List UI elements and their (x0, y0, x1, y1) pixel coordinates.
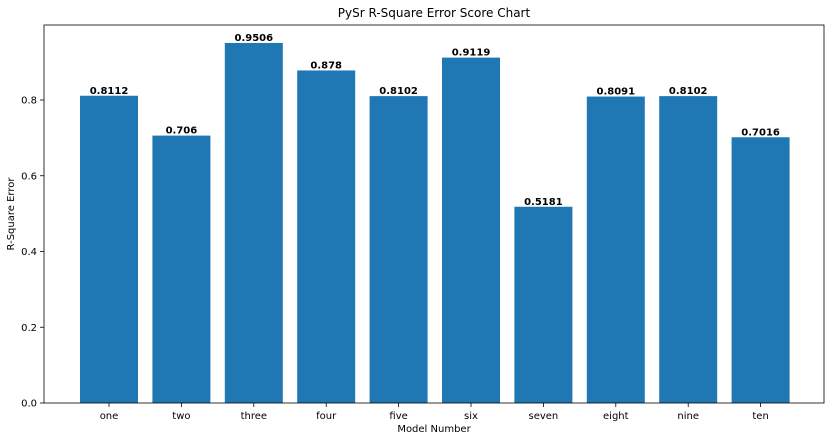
bar-six (442, 57, 500, 404)
x-tick-label-one: one (100, 411, 119, 422)
bar-seven (514, 206, 573, 403)
y-tick-label-1: 0.2 (21, 323, 37, 334)
data-label-three: 0.9506 (235, 33, 274, 44)
data-label-one: 0.8112 (90, 86, 129, 97)
bar-three (224, 42, 283, 403)
x-axis-ticks: one two three four five six seven eight nine ten (100, 403, 769, 422)
y-tick-label-2: 0.4 (21, 247, 37, 258)
plot-area-frame (43, 24, 825, 404)
bars-group (80, 42, 790, 404)
data-label-nine: 0.8102 (669, 86, 708, 97)
x-tick-label-five: five (389, 411, 407, 422)
x-tick-label-six: six (464, 411, 478, 422)
x-tick-label-ten: ten (752, 411, 768, 422)
x-tick-label-seven: seven (529, 411, 559, 422)
x-tick-label-four: four (316, 411, 337, 422)
y-tick-label-3: 0.6 (21, 171, 37, 182)
data-label-six: 0.9119 (452, 48, 491, 59)
bar-ten (731, 137, 790, 403)
y-axis-ticks: 0.0 0.2 0.4 0.6 0.8 (21, 95, 44, 410)
x-tick-label-eight: eight (603, 411, 629, 422)
data-label-ten: 0.7016 (741, 127, 780, 138)
data-labels-group: 0.8112 0.706 0.9506 0.878 0.8102 0.9119 0.5181… (90, 33, 780, 208)
data-label-four: 0.878 (310, 60, 342, 71)
y-axis-title: R-Square Error (6, 177, 17, 251)
bar-five (369, 96, 428, 403)
y-tick-label-4: 0.8 (21, 95, 37, 106)
bar-one (80, 95, 138, 403)
data-label-five: 0.8102 (379, 86, 418, 97)
bar-two (152, 135, 211, 403)
x-tick-label-three: three (241, 411, 267, 422)
bar-four (297, 70, 356, 403)
x-axis-title: Model Number (397, 424, 471, 435)
x-tick-label-two: two (172, 411, 190, 422)
y-tick-label-0: 0.0 (21, 399, 37, 410)
bar-eight (586, 96, 645, 404)
data-label-seven: 0.5181 (524, 197, 563, 208)
bar-nine (659, 96, 718, 403)
data-label-two: 0.706 (166, 126, 198, 137)
data-label-eight: 0.8091 (597, 87, 636, 98)
chart-title: PySr R-Square Error Score Chart (338, 6, 531, 20)
x-tick-label-nine: nine (677, 411, 699, 422)
